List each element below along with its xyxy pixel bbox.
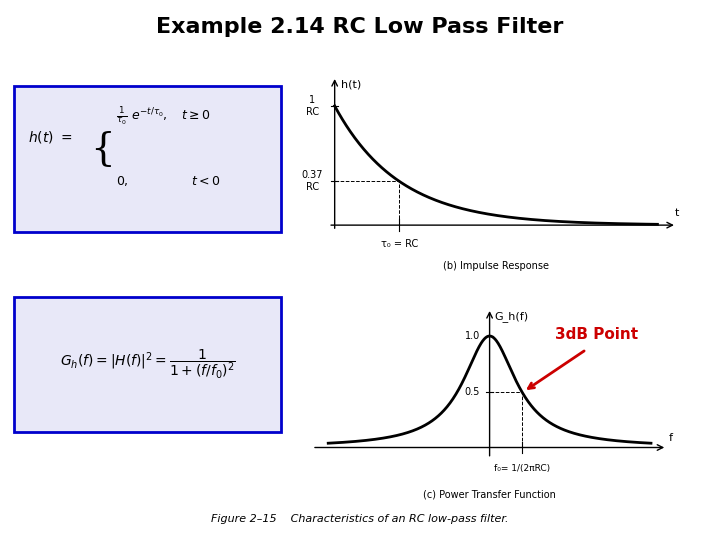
Text: $\frac{1}{\tau_0}\ e^{-t/\tau_0},\quad t \geq 0$: $\frac{1}{\tau_0}\ e^{-t/\tau_0},\quad t…: [116, 105, 210, 126]
Text: f: f: [668, 433, 672, 443]
Text: h(t): h(t): [341, 80, 361, 90]
Text: f₀= 1/(2πRC): f₀= 1/(2πRC): [494, 464, 550, 473]
Text: $h(t)\ =$: $h(t)\ =$: [28, 130, 72, 145]
Text: (c) Power Transfer Function: (c) Power Transfer Function: [423, 490, 556, 500]
Text: $G_h(f) = |H(f)|^2 = \dfrac{1}{1 + (f/f_0)^2}$: $G_h(f) = |H(f)|^2 = \dfrac{1}{1 + (f/f_…: [60, 348, 235, 381]
Text: Figure 2–15    Characteristics of an RC low-pass filter.: Figure 2–15 Characteristics of an RC low…: [211, 514, 509, 524]
Text: G_h(f): G_h(f): [495, 312, 528, 322]
Text: t: t: [675, 208, 679, 218]
Text: 1.0: 1.0: [464, 331, 480, 341]
Text: 0.5: 0.5: [464, 387, 480, 397]
Text: Example 2.14 RC Low Pass Filter: Example 2.14 RC Low Pass Filter: [156, 17, 564, 37]
Text: 1
RC: 1 RC: [305, 95, 319, 117]
Text: 3dB Point: 3dB Point: [554, 327, 638, 342]
Text: 0.37
RC: 0.37 RC: [302, 170, 323, 192]
Text: (b) Impulse Response: (b) Impulse Response: [443, 261, 549, 271]
Text: {: {: [90, 131, 114, 167]
Text: $0,\qquad\qquad\quad t < 0$: $0,\qquad\qquad\quad t < 0$: [116, 174, 220, 188]
Text: τ₀ = RC: τ₀ = RC: [381, 239, 418, 249]
